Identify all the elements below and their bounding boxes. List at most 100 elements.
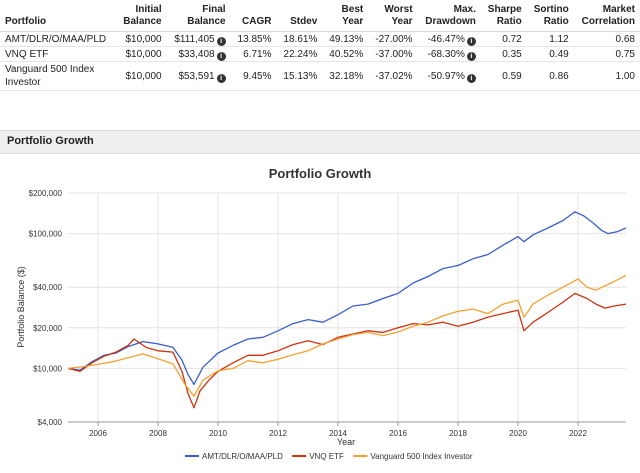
- cell-value: $10,000: [125, 70, 162, 82]
- info-circle-icon[interactable]: i: [466, 36, 476, 46]
- column-header-line: Year: [342, 16, 364, 27]
- chart-grid: [68, 192, 626, 423]
- legend-item[interactable]: VNQ ETF: [292, 452, 344, 461]
- column-header-line: Stdev: [290, 16, 318, 27]
- column-header-line: Correlation: [581, 16, 635, 27]
- cell-sortino: 1.12: [526, 31, 574, 47]
- legend-label: Vanguard 500 Index Investor: [370, 452, 472, 461]
- column-header: Initial Balance: [116, 0, 167, 32]
- info-circle-icon[interactable]: i: [466, 51, 476, 61]
- cell-corr: 0.75: [573, 46, 640, 62]
- chart-axes: $4,000 $10,000 $20,000 $40,000 $100,000 $200,…: [29, 189, 626, 438]
- portfolio-name-cell: Vanguard 500 Index Investor: [0, 61, 117, 91]
- column-header-line: Sortino: [533, 4, 569, 15]
- x-tick-label: 2010: [209, 429, 227, 438]
- y-tick-label: $100,000: [29, 230, 63, 239]
- info-circle-icon[interactable]: i: [216, 73, 226, 83]
- cell-value: $10,000: [125, 33, 162, 45]
- table-row: VNQ ETF $10,000 $33,408 i 6.71% 22.24% 40.52% -…: [0, 46, 640, 62]
- table-header-row: Portfolio Initial Balance Final Balance CAGR S…: [0, 0, 640, 32]
- y-tick-label: $40,000: [33, 283, 62, 292]
- cell-initial: $10,000: [116, 61, 167, 91]
- cell-value: 49.13%: [329, 33, 364, 45]
- cell-value: 0.59: [502, 70, 522, 82]
- series-line: [67, 211, 627, 386]
- column-header-line: Year: [391, 16, 413, 27]
- cell-value: -50.97%: [427, 70, 465, 82]
- section-header: Portfolio Growth: [0, 130, 640, 154]
- column-header-line: Ratio: [496, 16, 522, 27]
- cell-sharpe: 0.72: [480, 31, 527, 47]
- chart-series: [67, 211, 627, 409]
- y-tick-label: $10,000: [33, 364, 62, 373]
- cell-stdev: 18.61%: [276, 31, 323, 47]
- x-tick-label: 2006: [89, 429, 107, 438]
- chart-legend[interactable]: AMT/DLR/O/MAA/PLD VNQ ETF Vanguard 500 Ind…: [185, 452, 473, 461]
- cell-cagr: 9.45%: [230, 61, 277, 91]
- column-header-line: Balance: [123, 16, 162, 27]
- cell-value: 0.49: [549, 48, 569, 60]
- column-header-line: CAGR: [242, 16, 272, 27]
- cell-maxdd: -68.30% i: [417, 46, 481, 62]
- table-row: AMT/DLR/O/MAA/PLD $10,000 $111,405 i 13.85% 1…: [0, 31, 640, 47]
- info-circle-icon[interactable]: i: [466, 73, 476, 83]
- column-header: Stdev: [276, 0, 323, 32]
- cell-value: 15.13%: [283, 70, 318, 82]
- column-header: Market Correlation: [573, 0, 640, 32]
- info-circle-icon[interactable]: i: [216, 51, 226, 61]
- section-title: Portfolio Growth: [7, 135, 94, 147]
- column-header: Final Balance: [166, 0, 231, 32]
- legend-label: VNQ ETF: [309, 452, 344, 461]
- cell-corr: 0.68: [573, 31, 640, 47]
- legend-item[interactable]: AMT/DLR/O/MAA/PLD: [185, 452, 283, 461]
- x-tick-label: 2008: [149, 429, 167, 438]
- column-header-line: Drawdown: [425, 16, 476, 27]
- x-tick-label: 2020: [509, 429, 527, 438]
- column-header-line: Portfolio: [5, 16, 47, 27]
- portfolio-name: AMT/DLR/O/MAA/PLD: [5, 33, 107, 45]
- cell-value: 0.72: [502, 33, 522, 45]
- column-header-line: Best: [341, 4, 364, 15]
- portfolio-stats-table: Portfolio Initial Balance Final Balance CAGR S…: [0, 0, 640, 91]
- info-circle-icon[interactable]: i: [216, 36, 226, 46]
- column-header: Sortino Ratio: [526, 0, 574, 32]
- cell-stdev: 15.13%: [276, 61, 323, 91]
- y-tick-label: $20,000: [33, 324, 62, 333]
- y-axis-label: Portfolio Balance ($): [16, 266, 26, 348]
- legend-item[interactable]: Vanguard 500 Index Investor: [353, 452, 473, 461]
- cell-value: 0.35: [502, 48, 522, 60]
- legend-label: AMT/DLR/O/MAA/PLD: [202, 452, 283, 461]
- table-body: AMT/DLR/O/MAA/PLD $10,000 $111,405 i 13.85% 1…: [0, 31, 640, 91]
- cell-corr: 1.00: [573, 61, 640, 91]
- portfolio-name-cell: VNQ ETF: [0, 46, 117, 62]
- cell-value: 1.00: [615, 70, 635, 82]
- x-axis-label: Year: [337, 437, 355, 447]
- column-header-line: Max.: [453, 4, 476, 15]
- cell-value: 32.18%: [329, 70, 364, 82]
- x-tick-label: 2016: [389, 429, 407, 438]
- cell-worst: -27.00%: [368, 31, 418, 47]
- cell-cagr: 13.85%: [230, 31, 277, 47]
- cell-value: 40.52%: [329, 48, 364, 60]
- cell-value: 13.85%: [237, 33, 272, 45]
- column-header-line: Sharpe: [487, 4, 522, 15]
- cell-final: $111,405 i: [166, 31, 231, 47]
- column-header-line: Ratio: [543, 16, 569, 27]
- y-tick-label: $200,000: [29, 189, 63, 198]
- cell-value: 9.45%: [243, 70, 272, 82]
- cell-final: $33,408 i: [166, 46, 231, 62]
- cell-best: 40.52%: [322, 46, 369, 62]
- cell-initial: $10,000: [116, 46, 167, 62]
- cell-value: 0.86: [549, 70, 569, 82]
- cell-value: $111,405: [174, 33, 215, 45]
- x-tick-label: 2014: [329, 429, 347, 438]
- column-header: Best Year: [322, 0, 369, 32]
- cell-value: $10,000: [125, 48, 162, 60]
- cell-value: 6.71%: [243, 48, 272, 60]
- cell-maxdd: -50.97% i: [417, 61, 481, 91]
- column-header: Sharpe Ratio: [480, 0, 527, 32]
- cell-value: 22.24%: [283, 48, 318, 60]
- cell-sharpe: 0.59: [480, 61, 527, 91]
- series-line: [67, 274, 627, 397]
- column-header: Worst Year: [368, 0, 418, 32]
